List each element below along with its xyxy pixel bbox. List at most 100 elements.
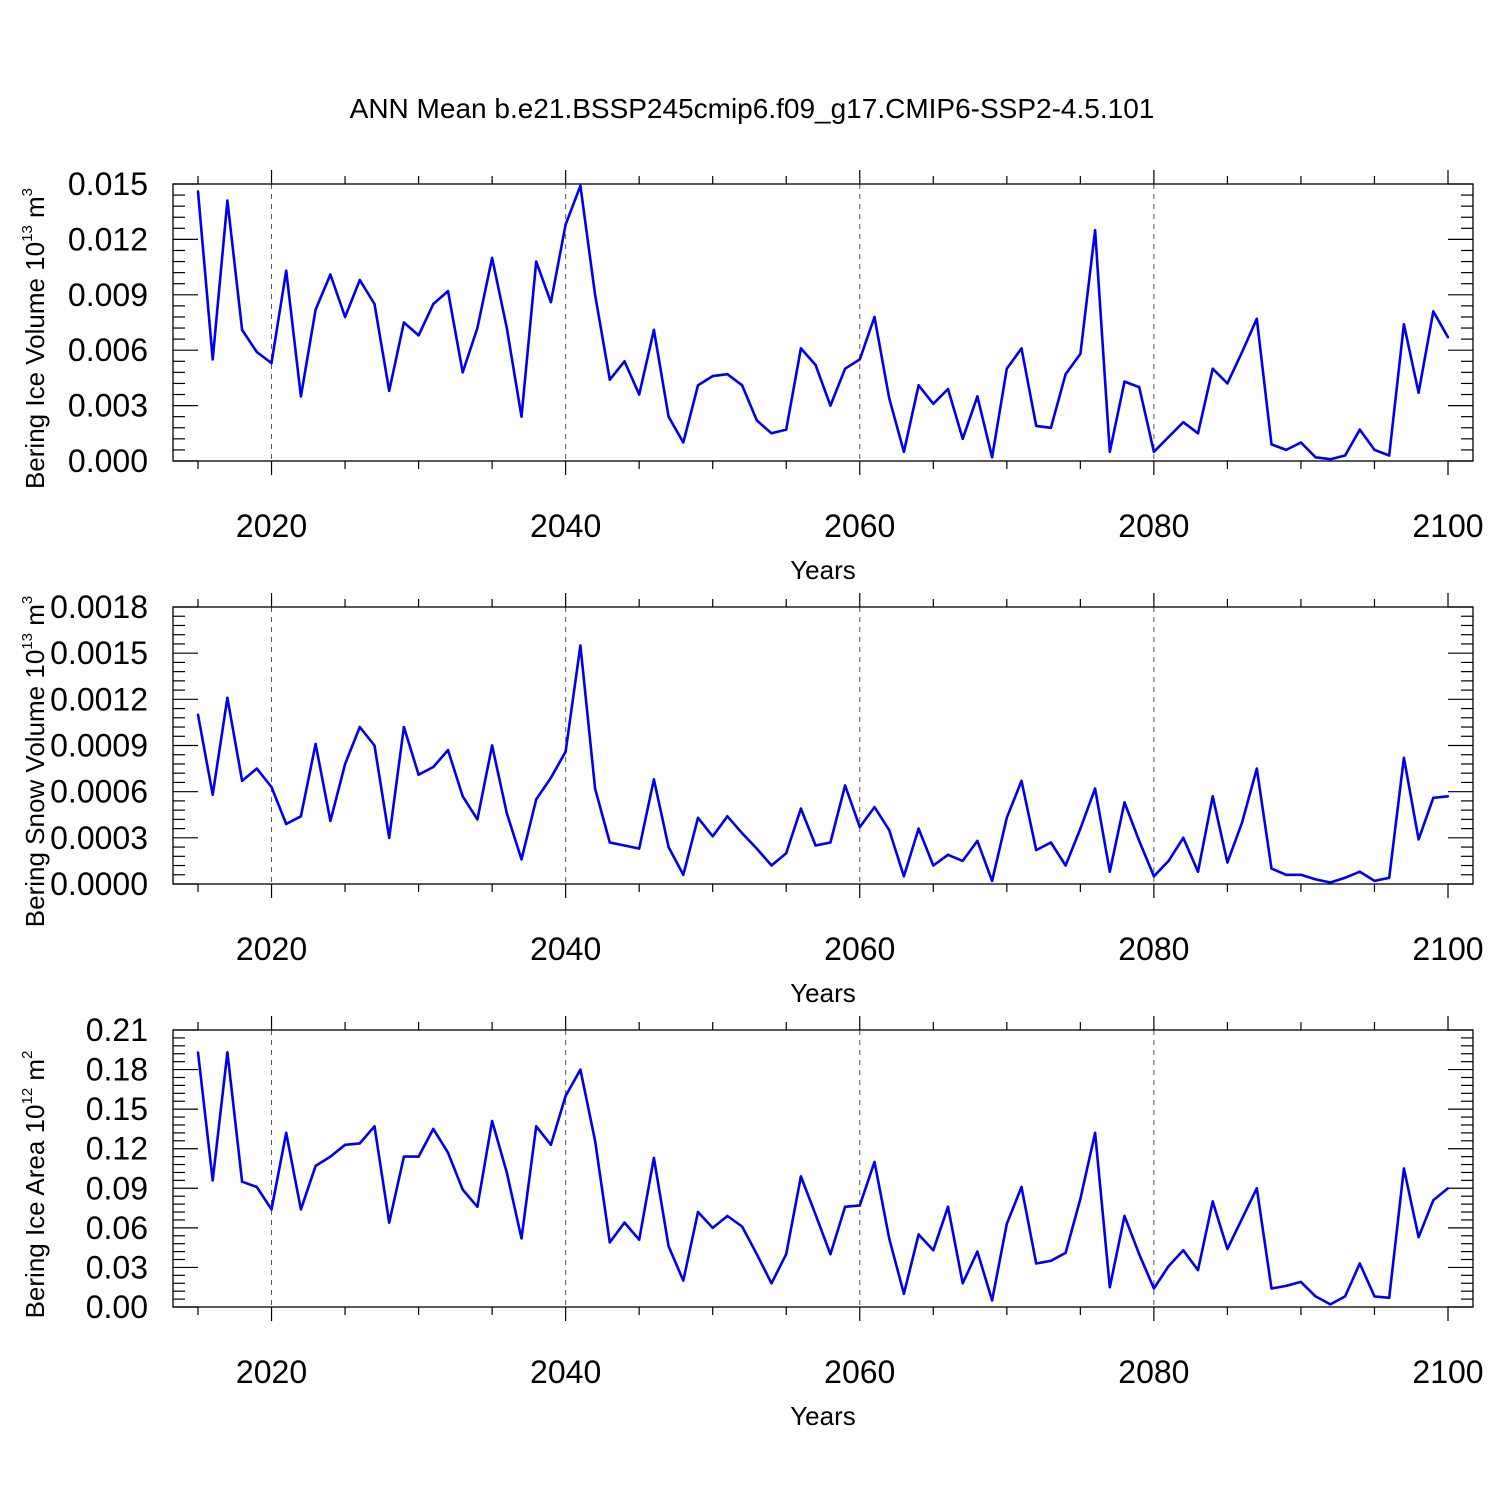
y-tick-label: 0.0018 [50,589,148,625]
data-point-2083 [1196,1268,1200,1272]
data-point-2048 [682,873,685,876]
data-point-2067 [961,1282,964,1285]
data-point-2095 [1373,879,1376,883]
data-point-2029 [402,1155,406,1158]
y-tick-label: 0.0009 [50,728,148,764]
data-point-2026 [358,1142,361,1145]
data-point-2030 [417,773,420,776]
data-point-2029 [402,321,406,324]
y-tick-label: 0.03 [86,1249,148,1285]
data-point-2065 [932,864,935,867]
data-point-2079 [1137,839,1141,843]
data-point-2090 [1299,1280,1303,1284]
data-point-2093 [1343,876,1347,880]
data-point-2016 [211,793,214,796]
data-point-2031 [432,765,435,769]
data-point-2093 [1343,1295,1347,1298]
y-axis-title-main: Bering Snow Volume 10 [20,650,50,928]
data-point-2018 [240,779,244,783]
data-point-2039 [549,300,553,304]
y-axis-title-unit: m [20,604,50,633]
data-point-2030 [417,1155,420,1158]
y-axis-title-main: Bering Ice Volume 10 [20,242,50,489]
data-point-2082 [1182,421,1185,424]
data-point-2083 [1196,870,1200,873]
data-point-2075 [1079,827,1082,830]
data-point-2033 [461,371,464,374]
data-point-2094 [1358,870,1361,873]
data-point-2047 [667,845,670,849]
data-point-2037 [520,1237,523,1240]
data-point-2068 [976,1250,979,1253]
data-point-2092 [1329,1303,1332,1306]
data-point-2048 [682,1279,685,1282]
data-point-2082 [1182,1249,1185,1252]
data-point-2046 [652,1156,656,1160]
data-point-2077 [1108,1286,1111,1289]
data-point-2039 [549,1143,553,1146]
x-tick-label-2060: 2060 [824,508,895,544]
data-point-2075 [1079,1197,1082,1201]
y-tick-label: 0.12 [86,1131,148,1167]
data-point-2073 [1049,841,1053,844]
data-point-2042 [593,1139,597,1143]
data-point-2034 [476,818,479,821]
data-point-2024 [329,273,332,276]
series-line-snow-volume [196,644,1449,884]
data-point-2054 [770,864,773,867]
data-point-2054 [770,1282,773,1285]
data-point-2076 [1093,787,1097,790]
data-point-2096 [1387,454,1391,457]
data-point-2047 [667,1245,670,1248]
data-point-2069 [990,456,994,459]
data-point-2089 [1285,873,1288,876]
data-point-2087 [1255,1187,1259,1190]
data-point-2045 [637,847,641,850]
data-point-2099 [1432,310,1435,313]
data-point-2088 [1270,1287,1273,1290]
y-tick-label: 0.0000 [50,866,148,902]
data-point-2016 [211,1179,214,1182]
y-axis-title-main: Bering Ice Area 10 [20,1105,50,1319]
data-point-2078 [1123,380,1126,383]
data-point-2020 [270,785,273,789]
data-point-2080 [1152,450,1156,453]
x-axis-title: Years [790,978,856,1008]
data-point-2038 [535,260,538,263]
data-point-2096 [1387,1296,1391,1299]
y-axis-title: Bering Ice Area 1012 m2 [19,1051,50,1319]
x-tick-label-2080: 2080 [1118,508,1189,544]
data-point-2050 [711,835,714,838]
y-tick-label: 0.0006 [50,774,148,810]
data-point-2095 [1373,1295,1376,1298]
data-point-2021 [285,269,288,272]
data-point-2068 [976,839,979,843]
data-point-2056 [799,347,803,350]
data-point-2081 [1167,1264,1170,1268]
data-point-2051 [726,373,729,376]
x-tick-label-2100: 2100 [1412,1354,1483,1390]
data-point-2090 [1299,873,1303,876]
data-point-2020 [270,361,273,365]
x-tick-label-2020: 2020 [236,931,307,967]
data-point-2036 [505,812,509,815]
data-point-2066 [946,1205,950,1208]
chart-title: ANN Mean b.e21.BSSP245cmip6.f09_g17.CMIP… [350,93,1155,124]
data-point-2046 [652,778,656,781]
data-point-2059 [843,367,847,370]
data-point-2053 [755,847,759,850]
y-tick-label: 0.18 [86,1052,148,1088]
data-point-2056 [799,1175,803,1178]
data-point-2035 [490,256,494,260]
data-point-2049 [696,384,700,387]
y-axis-title-unit: m [20,196,50,225]
data-point-2092 [1329,457,1332,461]
data-point-2073 [1049,426,1053,429]
data-point-2088 [1270,867,1273,870]
panel-ice-area: 2020 2040 2060 2080 2100 Years 0.00 0.030.06 0.0… [19,1012,1484,1431]
data-point-2064 [917,384,920,387]
y-tick-label: 0.006 [68,332,148,368]
y-axis-title-unit-exponent: 3 [19,188,36,196]
data-point-2016 [211,358,214,361]
data-point-2082 [1182,836,1185,840]
